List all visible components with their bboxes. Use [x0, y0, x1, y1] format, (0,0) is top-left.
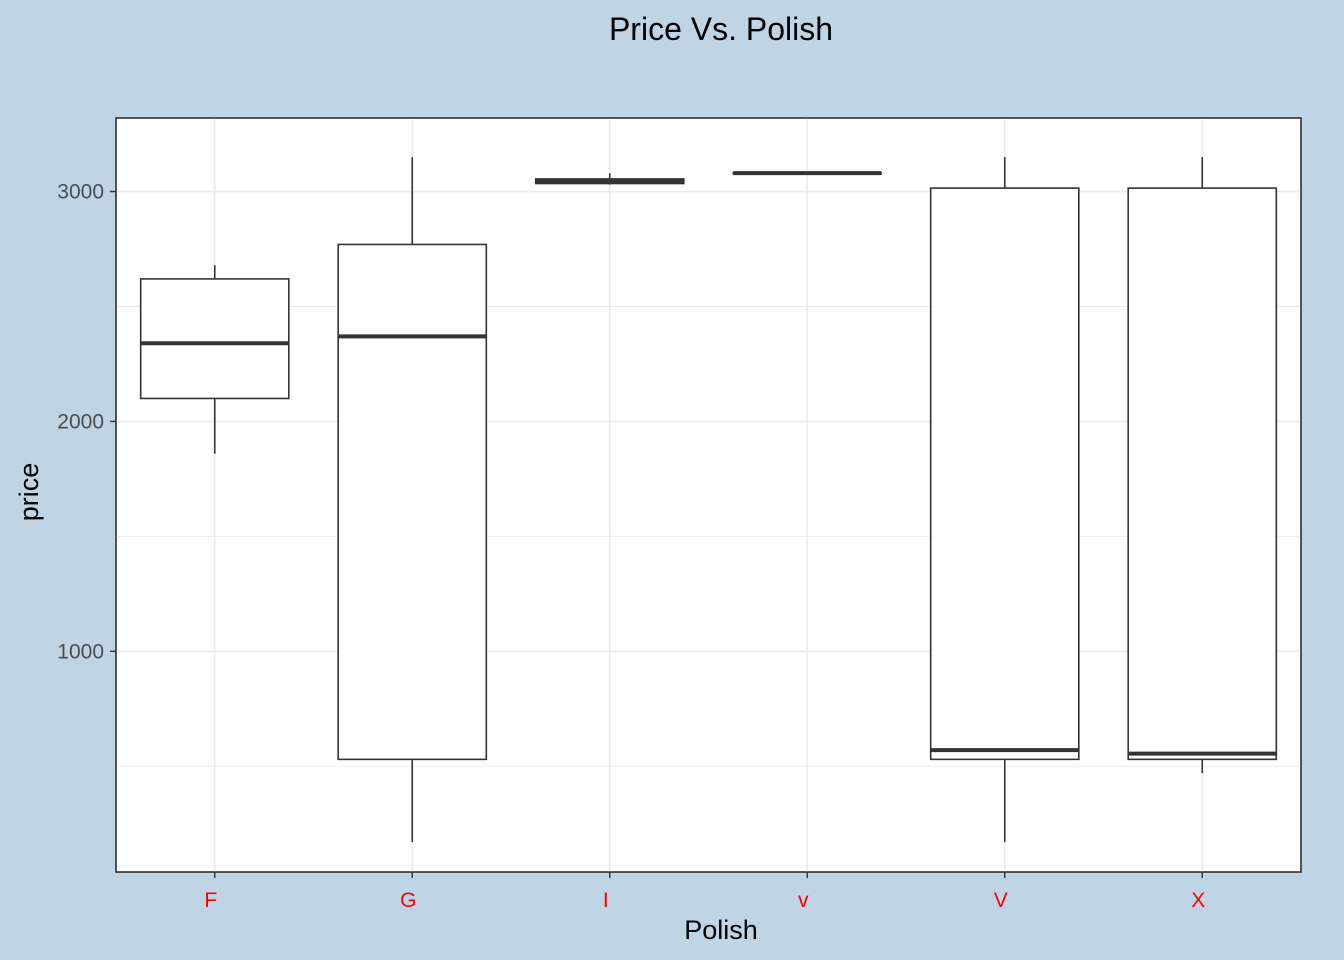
- y-tick-label: 1000: [57, 640, 104, 663]
- x-tick-label: G: [400, 889, 416, 912]
- box-X: [1127, 157, 1278, 774]
- chart-title: Price Vs. Polish: [609, 11, 833, 47]
- box-iqr: [337, 243, 488, 761]
- x-tick-label: v: [798, 889, 809, 912]
- y-tick-label: 3000: [57, 181, 104, 204]
- x-tick-label: F: [204, 889, 217, 912]
- plot-panel: [115, 117, 1302, 873]
- box-iqr: [139, 278, 290, 400]
- x-tick-label: I: [603, 889, 609, 912]
- box-F: [139, 265, 290, 454]
- box-I: [534, 173, 685, 185]
- x-tick-label: V: [994, 889, 1008, 912]
- box-G: [337, 157, 488, 843]
- x-tick-label: X: [1191, 889, 1205, 912]
- box-v: [732, 171, 883, 176]
- y-axis-label: price: [14, 463, 44, 522]
- panel-border: [115, 117, 1302, 873]
- box-iqr: [1127, 187, 1278, 761]
- box-V: [929, 157, 1080, 843]
- x-axis-label: Polish: [684, 915, 758, 945]
- box-iqr: [929, 187, 1080, 761]
- y-tick-label: 2000: [57, 410, 104, 433]
- boxplot-series: [139, 157, 1278, 843]
